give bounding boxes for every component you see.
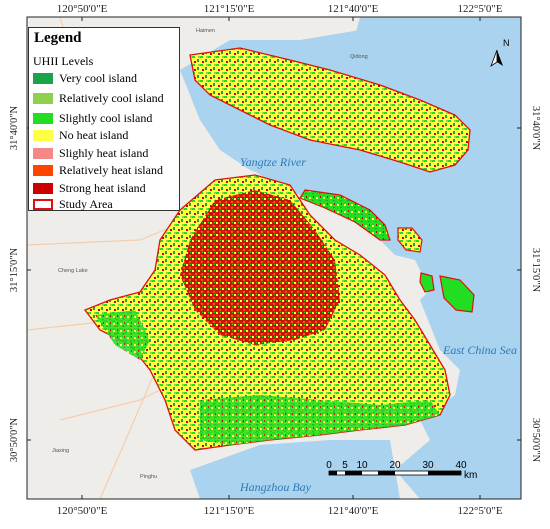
legend-item-relatively-heat: Relatively heat island [33,163,179,178]
scale-tick-20: 20 [389,460,401,471]
lon-label-bottom-2: 121°15'0"E [204,505,255,517]
graticule-right: 31°40'0"N 31°15'0"N 30°50'0"N [530,106,541,463]
east-china-sea-label: East China Sea [442,343,517,357]
lat-label-left-2: 31°15'0"N [9,247,20,292]
legend-item-no-heat: No heat island [33,128,179,143]
legend-item-label: Study Area [59,197,113,211]
legend-swatch [33,183,53,194]
scale-tick-40: 40 [455,460,467,471]
legend-item-slightly-heat: Slighly heat island [33,146,179,161]
hengsha-island [397,227,423,253]
lon-label-top-4: 122°5'0"E [457,3,502,15]
legend-item-relatively-cool: Relatively cool island [33,91,179,106]
legend-item-strong-heat: Strong heat island [33,181,179,196]
legend-swatch [33,113,53,124]
lon-label-bottom-4: 122°5'0"E [457,505,502,517]
place-label-pinghu: Pinghu [140,474,157,480]
legend-subtitle: UHII Levels [33,54,94,68]
scale-tick-10: 10 [356,460,368,471]
legend-item-label: Slightly cool island [59,111,153,125]
hangzhou-bay-water [190,440,400,499]
lat-label-right-3: 30°50'0"N [530,418,541,463]
lon-label-bottom-1: 120°50'0"E [57,505,108,517]
legend-item-label: Slighly heat island [59,146,149,160]
legend-swatch [33,165,53,176]
map-frame [26,16,522,500]
graticule-top: 120°50'0"E 121°15'0"E 121°40'0"E 122°5'0… [57,3,503,15]
legend-item-label: Relatively heat island [59,163,163,177]
legend-swatch [33,130,53,141]
place-label-qidong: Qidong [350,54,368,60]
urban-core [180,190,340,345]
legend-swatch [33,93,53,104]
legend-item-label: Relatively cool island [59,91,164,105]
lon-label-bottom-3: 121°40'0"E [328,505,379,517]
lat-label-right-1: 31°40'0"N [530,106,541,151]
legend-title: Legend [34,30,82,46]
graticule-left: 31°40'0"N 31°15'0"N 30°50'0"N [9,105,20,462]
changxing-island [299,189,391,241]
legend-item-label: Strong heat island [59,181,146,195]
legend-item-label: Very cool island [59,71,137,85]
legend-swatch-outline [33,199,53,210]
graticule-bottom: 120°50'0"E 121°15'0"E 121°40'0"E 122°5'0… [57,505,503,517]
scale-tick-5: 5 [342,460,348,471]
north-arrow-label: N [503,38,510,48]
scale-bar: 0 5 10 20 30 40 km [326,460,477,481]
scale-unit: km [464,470,477,481]
legend-item-study-area: Study Area [33,197,179,212]
scale-tick-30: 30 [422,460,434,471]
lon-label-top-2: 121°15'0"E [204,3,255,15]
legend-item-slightly-cool: Slightly cool island [33,111,179,126]
small-island-east [439,275,475,313]
scale-tick-0: 0 [326,460,332,471]
lon-label-top-3: 121°40'0"E [328,3,379,15]
place-label-haimen: Haimen [196,28,215,34]
hangzhou-bay-label: Hangzhou Bay [239,480,312,494]
legend-item-label: No heat island [59,128,129,142]
legend-swatch [33,148,53,159]
lat-label-right-2: 31°15'0"N [530,248,541,293]
lat-label-left-3: 30°50'0"N [9,417,20,462]
north-arrow-icon: N [490,38,510,68]
place-label-cheng-lake: Cheng Lake [58,268,88,274]
legend: Legend UHII Levels Very cool island Rela… [28,27,180,211]
south-green-belt [200,395,440,445]
place-label-jiaxing: Jiaxing [52,448,69,454]
lat-label-left-1: 31°40'0"N [9,105,20,150]
west-green-patch [95,310,150,360]
yangtze-river-label: Yangtze River [240,155,306,169]
small-island-tiny [419,272,435,293]
legend-swatch [33,73,53,84]
lon-label-top-1: 120°50'0"E [57,3,108,15]
chongming-island [189,47,471,173]
legend-item-very-cool: Very cool island [33,71,179,86]
